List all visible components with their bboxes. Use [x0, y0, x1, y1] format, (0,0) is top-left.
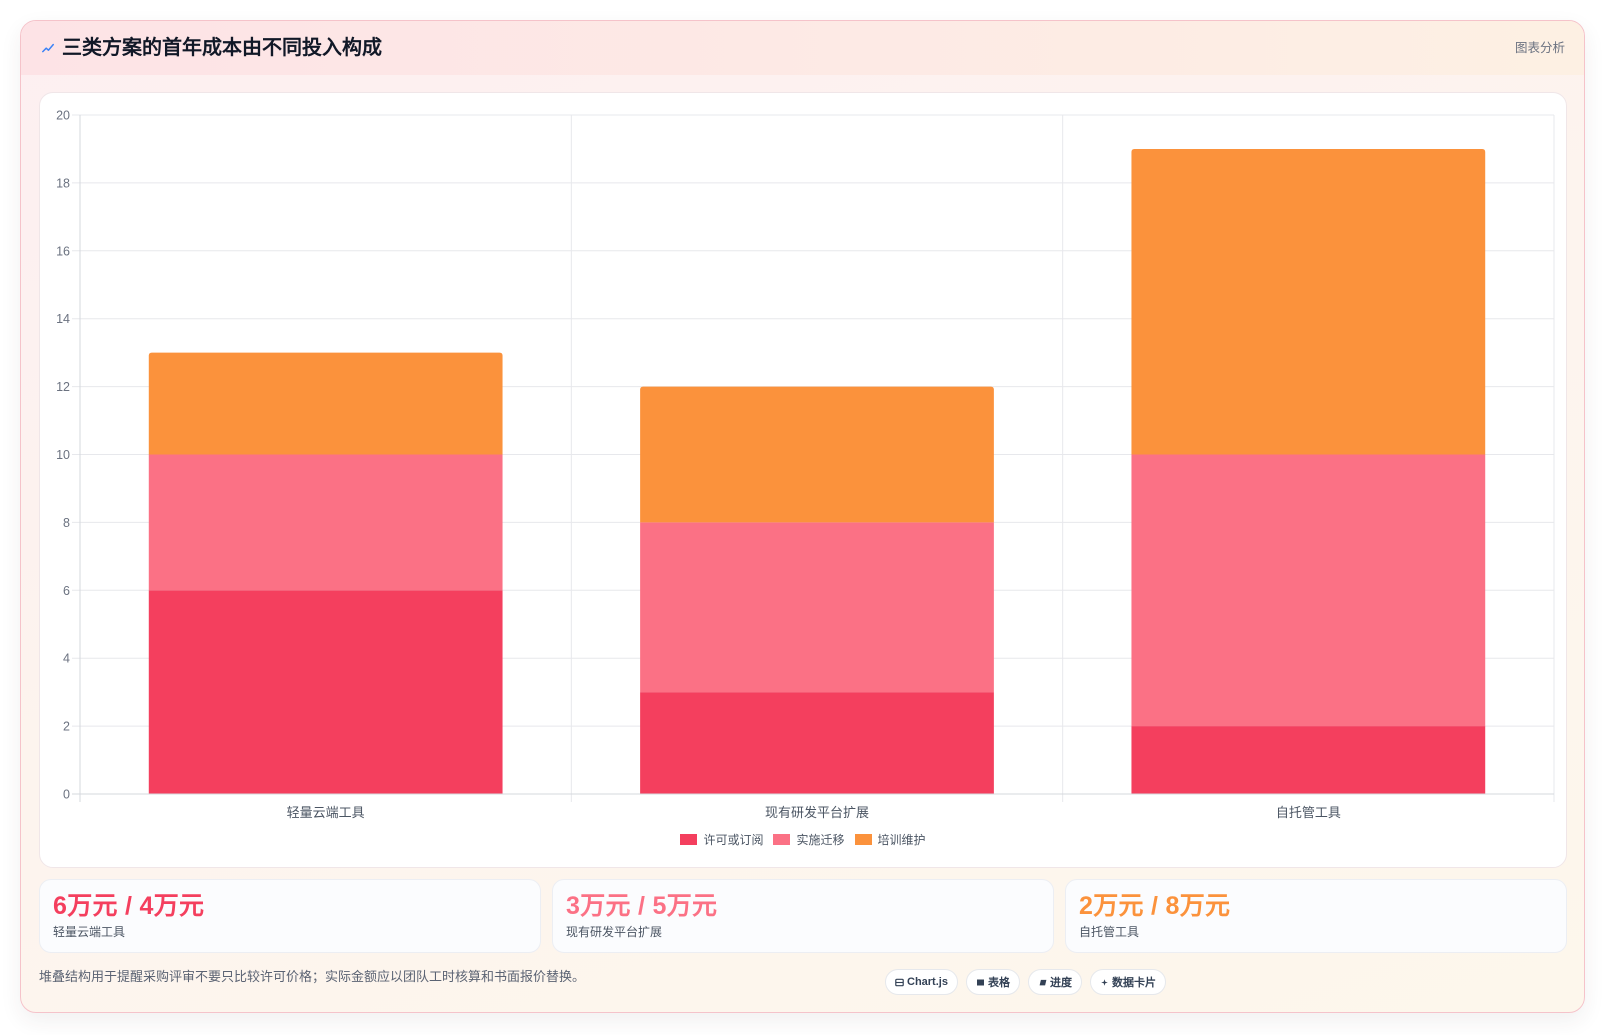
chip-label: 进度 [1049, 977, 1072, 989]
stat-label: 现有研发平台扩展 [566, 925, 663, 939]
legend-item[interactable]: 实施迁移 [773, 831, 845, 848]
chip-chartjs: Chart.js [885, 969, 958, 995]
feature-chips: Chart.js 表格 进度 数据卡片 [885, 969, 1166, 995]
card-tag: 图表分析 [1514, 41, 1565, 55]
chart-panel: 0 2 4 6 8 10 12 14 16 18 20 轻量云端工具 现有研发平台扩展 自托管工具 许可或… [39, 92, 1567, 868]
y-tick-label: 18 [56, 176, 70, 190]
bar-segment [640, 386, 994, 523]
stat-card: 3万元 / 5万元 现有研发平台扩展 [552, 879, 1054, 953]
y-tick-label: 16 [56, 244, 70, 258]
card-title: 三类方案的首年成本由不同投入构成 [62, 37, 382, 59]
chip-label: Chart.js [907, 976, 948, 988]
y-tick-label: 0 [63, 788, 70, 802]
legend-label: 培训维护 [877, 832, 926, 847]
stacked-bar-chart: 0 2 4 6 8 10 12 14 16 18 20 轻量云端工具 现有研发平台扩展 自托管工具 [56, 109, 1555, 820]
chip-progress: 进度 [1027, 969, 1082, 995]
bar-segment [640, 522, 994, 693]
bar-segment [640, 692, 994, 794]
stat-value: 3万元 / 5万元 [566, 892, 718, 920]
chip-label: 数据卡片 [1111, 977, 1156, 989]
bar-segment [1131, 726, 1486, 794]
progress-icon [1038, 978, 1047, 987]
legend-item[interactable]: 许可或订阅 [680, 831, 763, 848]
y-tick-label: 2 [63, 720, 70, 734]
chart-legend: 许可或订阅 实施迁移 培训维护 [40, 829, 1566, 849]
sparkle-icon [1100, 978, 1109, 987]
bar-segment [1131, 454, 1486, 727]
stat-label: 自托管工具 [1079, 925, 1140, 939]
activity-icon [42, 43, 54, 53]
stat-card: 2万元 / 8万元 自托管工具 [1065, 879, 1567, 953]
x-tick-label: 自托管工具 [1276, 805, 1341, 820]
bar-segment [148, 590, 503, 794]
bar-segment [148, 454, 503, 591]
footer-note: 堆叠结构用于提醒采购评审不要只比较许可价格；实际金额应以团队工时核算和书面报价替… [39, 969, 586, 984]
stat-label: 轻量云端工具 [53, 925, 126, 939]
chip-data-card: 数据卡片 [1089, 969, 1166, 995]
legend-label: 许可或订阅 [703, 832, 764, 847]
card-header: 三类方案的首年成本由不同投入构成 图表分析 [21, 21, 1584, 75]
y-tick-label: 4 [63, 652, 70, 666]
x-tick-label: 轻量云端工具 [287, 805, 365, 820]
y-tick-label: 10 [56, 448, 70, 462]
table-icon [976, 978, 985, 987]
legend-swatch [680, 833, 698, 845]
bar-segment [1131, 148, 1486, 455]
y-tick-label: 8 [63, 516, 70, 530]
y-tick-label: 20 [56, 109, 70, 123]
chip-label: 表格 [987, 977, 1010, 989]
legend-item[interactable]: 培训维护 [854, 831, 926, 848]
stat-value: 6万元 / 4万元 [53, 892, 205, 920]
y-tick-label: 14 [56, 312, 70, 326]
chart-card: 三类方案的首年成本由不同投入构成 图表分析 0 2 4 6 8 10 12 14 16 18 20 轻… [20, 20, 1585, 1013]
x-tick-label: 现有研发平台扩展 [765, 805, 869, 820]
chip-table: 表格 [965, 969, 1020, 995]
stat-cards: 6万元 / 4万元 轻量云端工具 3万元 / 5万元 现有研发平台扩展 2万元 … [39, 879, 1567, 953]
legend-label: 实施迁移 [796, 832, 845, 847]
bar-segment [148, 352, 503, 455]
chart-icon [895, 978, 904, 987]
legend-swatch [773, 833, 791, 845]
y-tick-label: 12 [56, 380, 70, 394]
stat-value: 2万元 / 8万元 [1079, 892, 1231, 920]
stat-card: 6万元 / 4万元 轻量云端工具 [39, 879, 541, 953]
y-tick-label: 6 [63, 584, 70, 598]
legend-swatch [854, 833, 872, 845]
